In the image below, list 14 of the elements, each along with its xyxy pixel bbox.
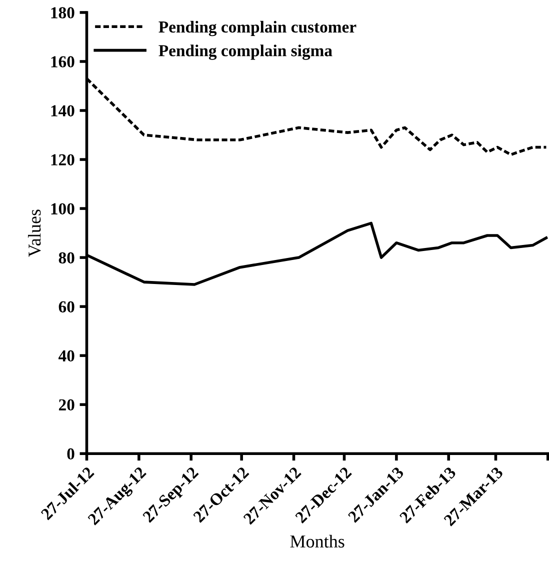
- y-tick-label: 140: [51, 105, 74, 116]
- y-tick-label: 120: [51, 154, 74, 166]
- y-tick-label: 180: [51, 7, 74, 18]
- y-tick-label: 160: [51, 56, 74, 68]
- legend-label: Pending complain sigma: [158, 44, 332, 60]
- y-axis-title: Values: [28, 210, 41, 257]
- y-tick-label: 60: [58, 301, 74, 313]
- legend-label: Pending complain customer: [158, 20, 356, 36]
- y-tick-label: 40: [58, 350, 74, 362]
- y-tick-label: 80: [58, 252, 74, 264]
- y-tick-label: 20: [58, 399, 74, 411]
- x-axis-title: Months: [290, 534, 344, 548]
- y-tick-label: 0: [67, 448, 74, 460]
- y-tick-label: 100: [51, 203, 74, 214]
